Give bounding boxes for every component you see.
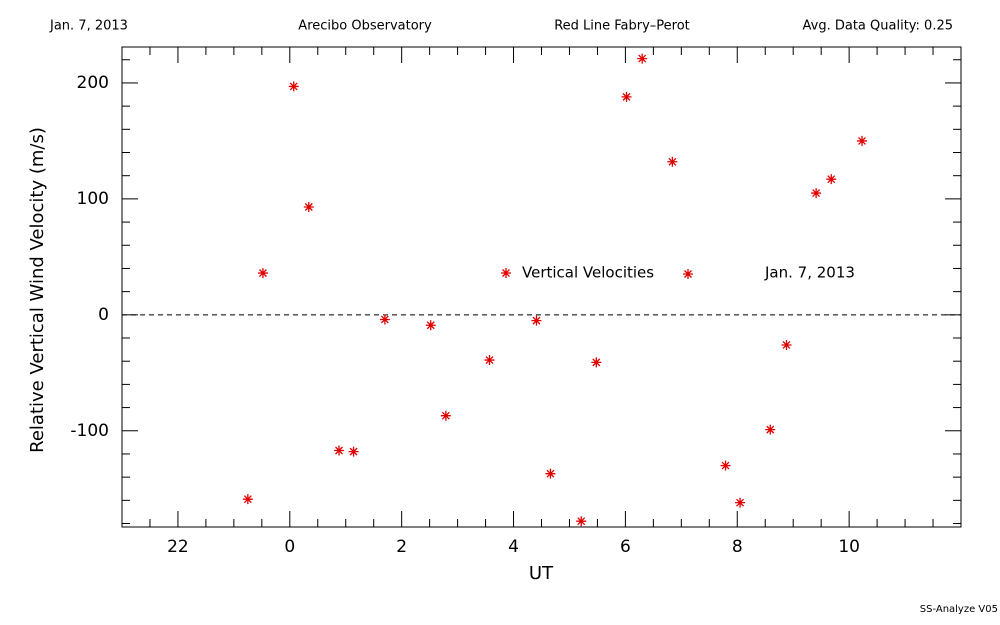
footer: SS-Analyze V05 <box>920 604 998 615</box>
data-point <box>591 357 602 368</box>
x-tick-label: 8 <box>732 537 743 557</box>
data-point <box>781 339 792 350</box>
legend-label: Vertical Velocities <box>522 264 654 282</box>
data-point <box>735 497 746 508</box>
header-site: Arecibo Observatory <box>298 19 432 34</box>
x-tick-label: 22 <box>167 537 189 557</box>
annotation: Jan. 7, 2013 <box>764 264 855 282</box>
data-point <box>637 53 648 64</box>
data-point <box>379 314 390 325</box>
x-tick-label: 2 <box>396 537 407 557</box>
data-point <box>242 494 253 505</box>
data-point <box>826 174 837 185</box>
data-point <box>531 315 542 326</box>
legend-symbol <box>501 268 511 278</box>
data-point <box>811 188 822 199</box>
data-point <box>720 460 731 471</box>
data-point <box>545 468 556 479</box>
data-point <box>257 268 268 279</box>
header-instrument: Red Line Fabry–Perot <box>554 19 690 34</box>
x-axis-label: UT <box>529 563 554 584</box>
header-quality: Avg. Data Quality: 0.25 <box>803 19 953 34</box>
x-tick-label: 0 <box>284 537 295 557</box>
legend-symbol <box>683 269 693 279</box>
data-point <box>856 135 867 146</box>
data-point <box>484 355 495 366</box>
x-tick-label: 6 <box>620 537 631 557</box>
x-tick-label: 4 <box>508 537 519 557</box>
data-point <box>621 91 632 102</box>
y-axis-label: Relative Vertical Wind Velocity (m/s) <box>27 127 48 453</box>
y-tick-label: 0 <box>98 305 109 325</box>
y-tick-label: 200 <box>77 73 109 93</box>
data-point <box>288 81 299 92</box>
y-tick-label: 100 <box>77 189 109 209</box>
data-point <box>440 410 451 421</box>
data-point <box>425 320 436 331</box>
data-point <box>576 516 587 527</box>
data-point <box>667 156 678 167</box>
header-date: Jan. 7, 2013 <box>49 19 128 34</box>
data-point <box>765 424 776 435</box>
data-point <box>348 446 359 457</box>
x-tick-label: 10 <box>838 537 860 557</box>
data-point <box>303 202 314 212</box>
y-tick-label: -100 <box>70 421 109 441</box>
data-point <box>334 445 345 456</box>
plot-frame <box>121 46 962 528</box>
